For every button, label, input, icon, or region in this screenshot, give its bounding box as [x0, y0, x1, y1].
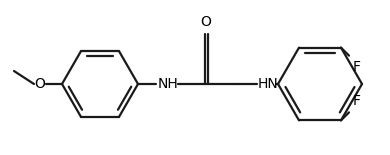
- Text: NH: NH: [158, 77, 179, 91]
- Text: F: F: [353, 94, 361, 108]
- Text: O: O: [35, 77, 46, 91]
- Text: O: O: [200, 15, 211, 29]
- Text: HN: HN: [258, 77, 279, 91]
- Text: F: F: [353, 60, 361, 74]
